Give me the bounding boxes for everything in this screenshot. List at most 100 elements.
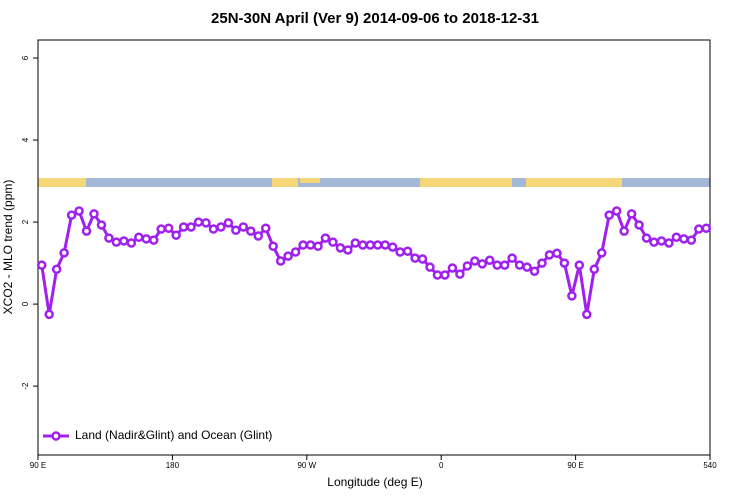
data-point — [216, 222, 226, 232]
data-point — [201, 218, 211, 228]
data-point — [350, 238, 361, 248]
chart-title: 25N-30N April (Ver 9) 2014-09-06 to 2018… — [211, 10, 539, 27]
data-point — [567, 291, 577, 301]
data-point — [365, 240, 376, 250]
y-tick-label: 0 — [21, 301, 30, 306]
data-point — [507, 253, 517, 263]
data-point — [522, 262, 532, 272]
data-point — [298, 240, 308, 250]
data-point — [425, 262, 435, 272]
data-point — [410, 253, 420, 263]
data-point — [649, 237, 659, 247]
data-point — [163, 223, 174, 233]
ocean-strip — [38, 178, 710, 187]
data-point — [358, 240, 368, 250]
data-point — [604, 210, 614, 220]
data-point — [148, 235, 159, 245]
data-point — [552, 248, 562, 258]
x-tick-label: 90 E — [30, 461, 46, 470]
land-strip — [38, 178, 86, 187]
data-point — [559, 258, 570, 268]
data-point — [499, 260, 510, 270]
data-point — [380, 240, 390, 250]
data-point — [582, 309, 592, 320]
data-point — [477, 259, 488, 269]
data-point — [208, 224, 219, 234]
data-point — [335, 243, 346, 253]
data-point — [664, 238, 674, 248]
data-point — [104, 233, 114, 243]
data-point — [238, 222, 249, 232]
data-point — [111, 237, 122, 247]
legend-label: Land (Nadir&Glint) and Ocean (Glint) — [75, 428, 272, 442]
data-point — [51, 264, 62, 274]
data-point — [260, 223, 271, 233]
data-point — [74, 206, 84, 216]
data-point — [36, 260, 47, 270]
data-point — [134, 232, 144, 242]
data-point — [59, 248, 69, 258]
y-tick-label: 2 — [21, 219, 30, 224]
data-point — [641, 233, 652, 243]
data-point — [679, 234, 689, 244]
y-tick-label: -2 — [21, 382, 30, 390]
data-point — [656, 236, 667, 246]
data-point — [611, 206, 622, 216]
data-point — [694, 224, 704, 234]
land-strip — [526, 178, 622, 187]
data-point — [178, 222, 189, 232]
data-point — [462, 261, 473, 271]
data-point — [231, 225, 241, 236]
data-point — [686, 235, 697, 245]
data-point — [223, 218, 234, 228]
data-point — [619, 226, 629, 236]
data-point — [626, 209, 637, 219]
data-point — [440, 270, 450, 280]
data-point — [305, 240, 316, 250]
data-point — [268, 241, 278, 252]
data-point — [484, 255, 495, 265]
data-point — [372, 240, 383, 250]
data-point — [156, 224, 166, 234]
data-point — [275, 256, 286, 266]
plot-frame — [37, 39, 711, 456]
x-tick-label: 540 — [703, 461, 717, 470]
data-point — [96, 220, 107, 230]
data-point — [81, 226, 92, 236]
x-tick-label: 0 — [439, 461, 444, 470]
data-point — [529, 266, 540, 277]
data-point — [171, 230, 181, 240]
y-axis-label: XCO2 - MLO trend (ppm) — [1, 180, 15, 315]
land-strip — [300, 178, 320, 183]
data-point — [402, 246, 413, 256]
data-point — [537, 258, 547, 268]
data-point — [126, 238, 137, 248]
x-tick-label: 180 — [166, 461, 180, 470]
data-point — [290, 247, 301, 257]
data-point — [119, 236, 129, 246]
data-point — [193, 217, 204, 227]
data-point — [432, 270, 443, 280]
data-point — [66, 210, 77, 220]
land-strip — [272, 178, 298, 187]
data-point — [343, 245, 353, 255]
map-strip — [38, 178, 710, 187]
data-point — [589, 264, 600, 274]
data-point — [514, 260, 525, 270]
data-point — [44, 309, 54, 320]
data-point — [701, 223, 712, 233]
data-point — [574, 260, 585, 270]
x-axis-label: Longitude (deg E) — [327, 475, 422, 489]
data-point — [313, 241, 323, 252]
series-line — [40, 208, 707, 315]
data-point — [387, 242, 398, 252]
data-point — [283, 251, 293, 261]
data-point — [455, 269, 465, 279]
data-point — [320, 233, 331, 243]
data-point — [596, 248, 607, 258]
legend-marker — [51, 431, 61, 441]
data-point — [634, 220, 644, 230]
data-point — [492, 260, 502, 270]
y-tick-label: 6 — [21, 55, 30, 60]
